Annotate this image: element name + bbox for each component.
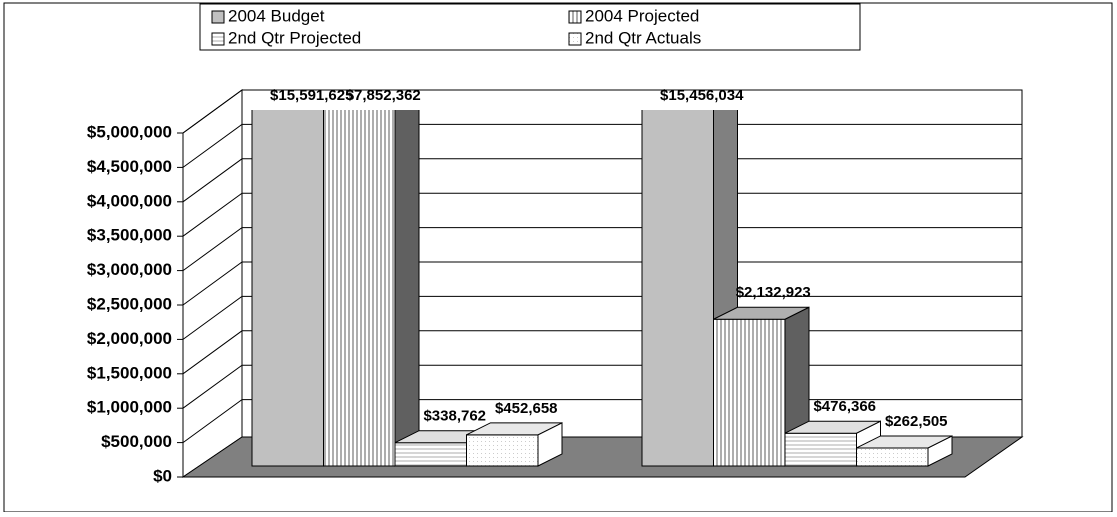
y-tick-label: $1,000,000	[87, 398, 172, 417]
bar-top	[856, 435, 953, 449]
value-label: $338,762	[423, 408, 486, 425]
legend-swatch	[211, 10, 225, 24]
bar	[641, 110, 714, 467]
value-label: $262,505	[885, 413, 948, 430]
y-tick-label: $3,500,000	[87, 226, 172, 245]
legend-label: 2004 Budget	[228, 6, 325, 25]
grid-line	[182, 89, 1022, 134]
y-tick-label: $4,500,000	[87, 157, 172, 176]
legend-label: 2004 Projected	[585, 6, 699, 25]
grid-line	[182, 295, 1022, 340]
legend-swatch	[211, 32, 225, 46]
y-tick-label: $500,000	[101, 432, 172, 451]
bar-top	[466, 422, 563, 436]
legend-box	[199, 3, 861, 51]
value-label: $7,852,362	[346, 87, 421, 104]
bar	[856, 447, 929, 467]
y-tick-label: $2,500,000	[87, 294, 172, 313]
legend-label: 2nd Qtr Actuals	[585, 28, 701, 47]
value-label: $15,591,625	[270, 87, 353, 104]
bar	[466, 434, 539, 467]
grid-line	[182, 261, 1022, 306]
legend-label: 2nd Qtr Projected	[228, 28, 361, 47]
bar	[394, 442, 467, 467]
y-tick-label: $3,000,000	[87, 260, 172, 279]
bar	[713, 318, 786, 467]
bar-top	[713, 306, 810, 320]
y-tick-label: $2,000,000	[87, 329, 172, 348]
y-tick-label: $5,000,000	[87, 122, 172, 141]
grid-line	[182, 123, 1022, 168]
bar	[323, 110, 396, 467]
value-label: $15,456,034	[660, 87, 744, 104]
value-label: $2,132,923	[736, 284, 811, 301]
bar	[251, 110, 324, 467]
y-tick-label: $0	[153, 466, 172, 485]
y-tick-label: $4,000,000	[87, 191, 172, 210]
value-label: $476,366	[813, 398, 876, 415]
grid-line	[182, 227, 1022, 272]
legend-swatch	[568, 10, 582, 24]
bar	[784, 432, 857, 467]
legend-swatch	[568, 32, 582, 46]
grid-line	[182, 192, 1022, 237]
y-tick-label: $1,500,000	[87, 363, 172, 382]
value-label: $452,658	[495, 400, 558, 417]
grid-line	[182, 158, 1022, 203]
bar-top	[784, 420, 881, 434]
